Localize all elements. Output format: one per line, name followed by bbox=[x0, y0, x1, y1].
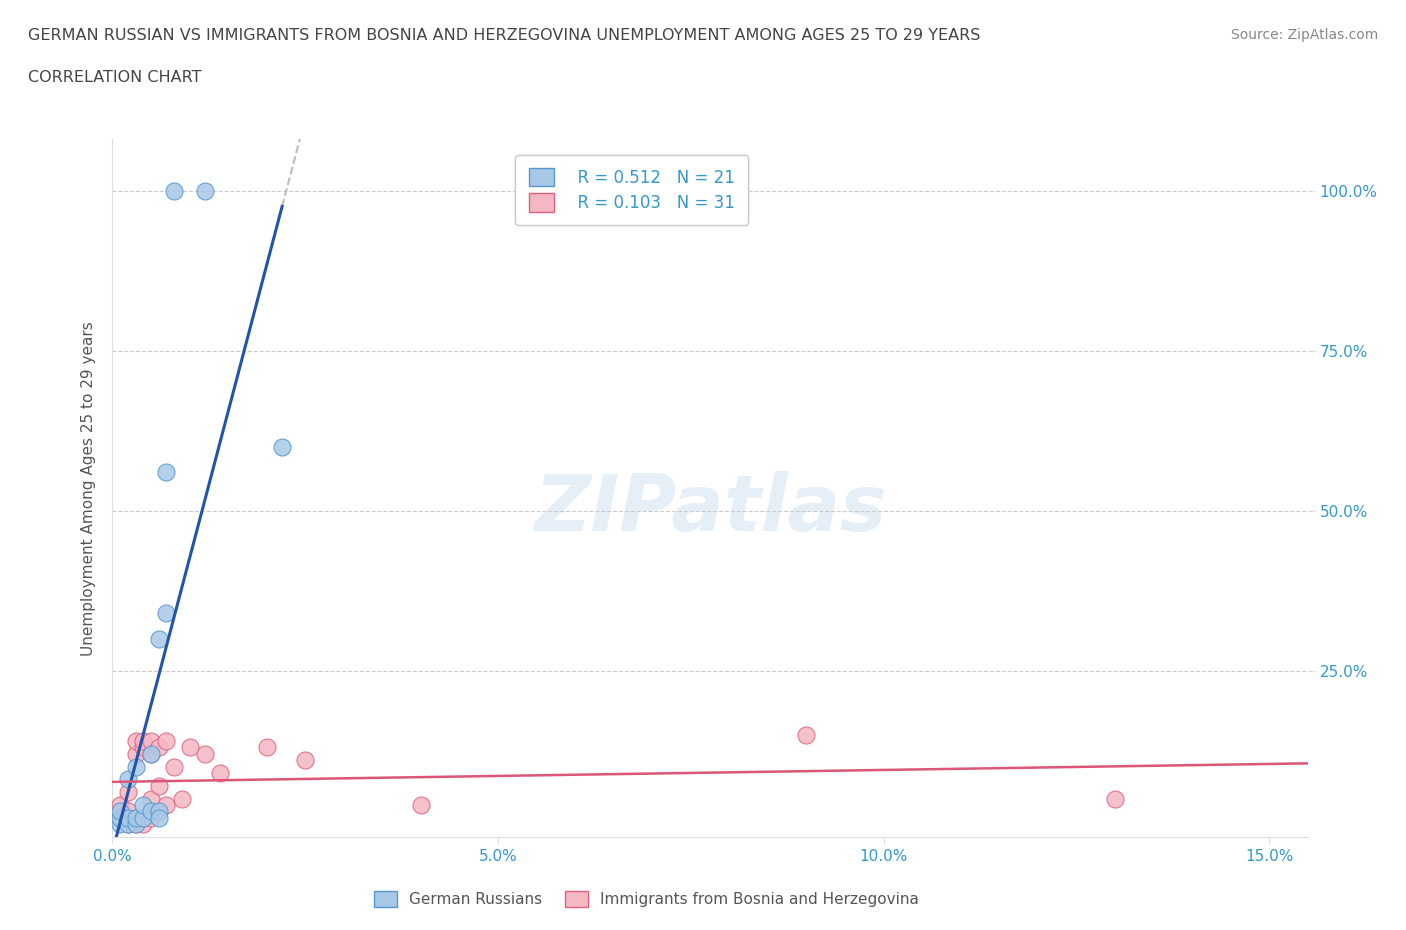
Legend: German Russians, Immigrants from Bosnia and Herzegovina: German Russians, Immigrants from Bosnia … bbox=[368, 884, 925, 913]
Point bbox=[179, 740, 201, 755]
Point bbox=[108, 798, 131, 813]
Point bbox=[796, 727, 818, 742]
Point bbox=[124, 734, 146, 749]
Point bbox=[117, 785, 139, 800]
Point bbox=[155, 465, 177, 480]
Point bbox=[132, 810, 155, 825]
Point bbox=[139, 810, 162, 825]
Point bbox=[139, 791, 162, 806]
Point bbox=[139, 804, 162, 818]
Point bbox=[148, 804, 170, 818]
Point bbox=[124, 817, 146, 831]
Point bbox=[108, 804, 131, 818]
Point bbox=[155, 605, 177, 620]
Point bbox=[132, 817, 155, 831]
Point bbox=[194, 747, 217, 762]
Point bbox=[148, 778, 170, 793]
Point bbox=[117, 804, 139, 818]
Legend:   R = 0.512   N = 21,   R = 0.103   N = 31: R = 0.512 N = 21, R = 0.103 N = 31 bbox=[515, 154, 748, 225]
Point bbox=[124, 817, 146, 831]
Point bbox=[132, 734, 155, 749]
Point bbox=[108, 810, 131, 825]
Point bbox=[108, 810, 131, 825]
Point bbox=[139, 734, 162, 749]
Point bbox=[163, 183, 186, 198]
Point bbox=[148, 631, 170, 646]
Point bbox=[117, 772, 139, 787]
Text: ZIPatlas: ZIPatlas bbox=[534, 472, 886, 547]
Point bbox=[132, 798, 155, 813]
Point bbox=[163, 759, 186, 774]
Point bbox=[148, 810, 170, 825]
Y-axis label: Unemployment Among Ages 25 to 29 years: Unemployment Among Ages 25 to 29 years bbox=[80, 321, 96, 656]
Point bbox=[155, 734, 177, 749]
Point bbox=[148, 740, 170, 755]
Point bbox=[256, 740, 278, 755]
Text: CORRELATION CHART: CORRELATION CHART bbox=[28, 70, 201, 85]
Point bbox=[209, 765, 232, 780]
Point bbox=[409, 798, 432, 813]
Point bbox=[124, 810, 146, 825]
Point bbox=[139, 747, 162, 762]
Point bbox=[170, 791, 193, 806]
Point bbox=[1104, 791, 1126, 806]
Point bbox=[108, 804, 131, 818]
Point bbox=[124, 810, 146, 825]
Point bbox=[194, 183, 217, 198]
Point bbox=[132, 740, 155, 755]
Point bbox=[108, 817, 131, 831]
Point bbox=[294, 752, 316, 767]
Text: GERMAN RUSSIAN VS IMMIGRANTS FROM BOSNIA AND HERZEGOVINA UNEMPLOYMENT AMONG AGES: GERMAN RUSSIAN VS IMMIGRANTS FROM BOSNIA… bbox=[28, 28, 980, 43]
Point bbox=[139, 747, 162, 762]
Point bbox=[155, 798, 177, 813]
Point bbox=[124, 747, 146, 762]
Text: Source: ZipAtlas.com: Source: ZipAtlas.com bbox=[1230, 28, 1378, 42]
Point bbox=[117, 810, 139, 825]
Point bbox=[117, 817, 139, 831]
Point bbox=[117, 817, 139, 831]
Point bbox=[271, 439, 294, 454]
Point bbox=[124, 759, 146, 774]
